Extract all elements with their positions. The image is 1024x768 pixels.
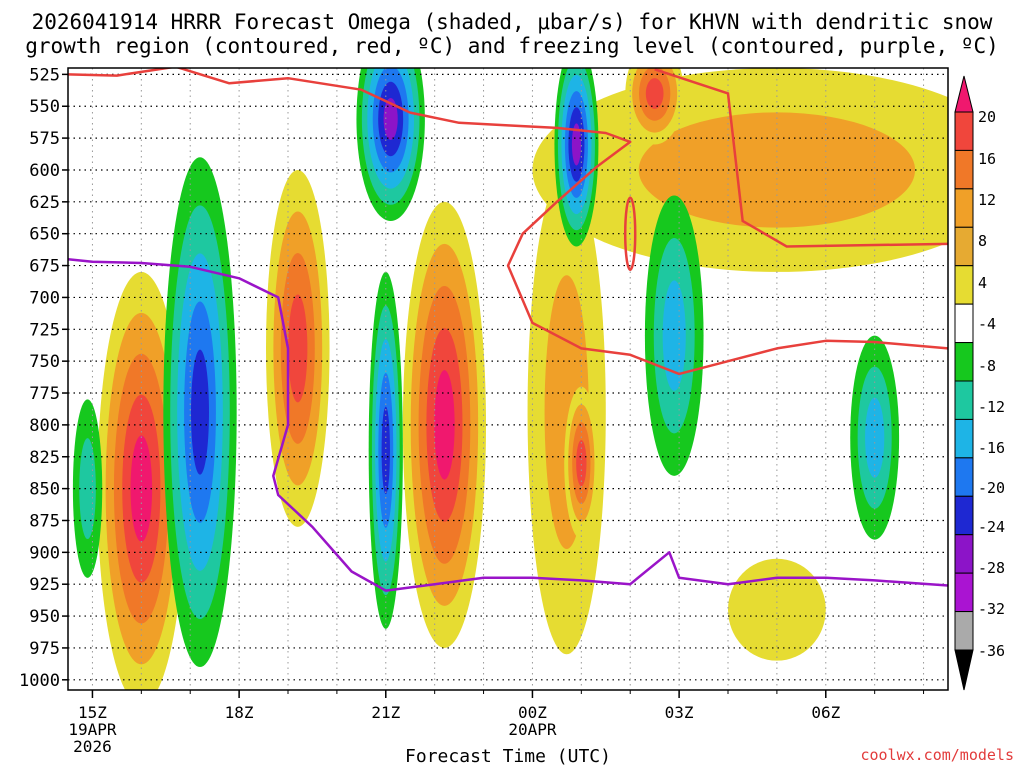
omega-shade-updraft-2230z-20 <box>434 370 455 480</box>
y-tick-label: 800 <box>29 416 60 436</box>
y-tick-label: 950 <box>29 607 60 627</box>
x-tick-label: 15Z <box>78 703 107 722</box>
omega-shade-downdraft-0230z--12 <box>662 280 686 391</box>
y-tick-label: 625 <box>29 193 60 213</box>
dgz-contour-loop <box>623 196 637 271</box>
x-tick-year: 2026 <box>73 737 112 756</box>
colorbar-box <box>954 303 974 344</box>
y-tick-label: 875 <box>29 511 60 531</box>
colorbar-box <box>954 611 974 651</box>
x-tick-label: 00Z <box>518 703 547 722</box>
y-tick-label: 600 <box>29 161 60 181</box>
colorbar-label: -4 <box>978 315 996 333</box>
x-axis-title: Forecast Time (UTC) <box>405 746 611 767</box>
colorbar-label: 8 <box>978 232 987 250</box>
y-tick-label: 1000 <box>19 671 60 691</box>
omega-shade-downdraft-2130z-top--24 <box>383 97 398 141</box>
chart-title-line2: growth region (contoured, red, ºC) and f… <box>25 34 999 58</box>
y-tick-label: 925 <box>29 575 60 595</box>
freezing-level-line <box>68 257 948 592</box>
colorbar-box <box>954 418 974 459</box>
omega-shading <box>72 68 948 690</box>
colorbar-label: -28 <box>978 559 1005 577</box>
omega-shade-updraft-15z-20 <box>130 435 153 542</box>
dgz-contour-upper-right <box>654 68 948 248</box>
y-tick-label: 650 <box>29 225 60 245</box>
y-tick-label: 700 <box>29 288 60 308</box>
x-tick-date: 20APR <box>508 720 557 739</box>
omega-shade-downdraft-0030z-top--24 <box>571 123 581 166</box>
omega-shade-updraft-19z-16 <box>288 294 308 403</box>
x-tick-date: 19APR <box>68 720 117 739</box>
colorbar-label: -32 <box>978 600 1005 618</box>
colorbar-label: -20 <box>978 479 1005 497</box>
colorbar-label: 20 <box>978 108 996 126</box>
y-tick-label: 575 <box>29 129 60 149</box>
colorbar-label: 4 <box>978 274 987 292</box>
omega-shade-updraft-02z-top-16 <box>645 78 664 109</box>
colorbar-label: -36 <box>978 642 1005 660</box>
colorbar-label: -16 <box>978 439 1005 457</box>
colorbar-box <box>954 342 974 382</box>
omega-shade-updraft-04z-low-4 <box>728 558 826 661</box>
chart-title-line1: 2026041914 HRRR Forecast Omega (shaded, … <box>31 10 993 34</box>
colorbar-label: -24 <box>978 518 1005 536</box>
plot-frame <box>67 67 949 691</box>
omega-shade-downdraft-1730z--20 <box>191 349 209 475</box>
x-tick-label: 21Z <box>371 703 400 722</box>
y-tick-label: 750 <box>29 352 60 372</box>
contour-lines <box>68 68 948 592</box>
y-tick-label: 725 <box>29 320 60 340</box>
colorbar-box <box>954 457 974 497</box>
omega-shade-downdraft-1430z--8 <box>79 438 96 540</box>
y-axis: 525 550 575 600 625 650 675 700 725 750 775 800 825 8… <box>19 65 68 691</box>
colorbar-bottom-arrow <box>954 649 974 691</box>
colorbar-box <box>954 380 974 420</box>
y-tick-label: 775 <box>29 384 60 404</box>
y-tick-label: 900 <box>29 543 60 563</box>
colorbar-top-arrow <box>954 75 974 113</box>
colorbar-label: 16 <box>978 150 996 168</box>
credit-link[interactable]: coolwx.com/models <box>860 746 1014 764</box>
omega-shade-downdraft-21z--20 <box>381 406 390 495</box>
colorbar-label: 12 <box>978 191 996 209</box>
y-tick-label: 525 <box>29 65 60 85</box>
y-tick-label: 825 <box>29 448 60 468</box>
colorbar-label: -12 <box>978 398 1005 416</box>
x-tick-label: 18Z <box>225 703 254 722</box>
x-tick-label: 03Z <box>665 703 694 722</box>
colorbar-box <box>954 534 974 574</box>
omega-shade-updraft-01z-16 <box>576 440 587 487</box>
y-tick-label: 675 <box>29 257 60 277</box>
colorbar-box <box>954 572 974 613</box>
colorbar-box <box>954 111 974 151</box>
colorbar: 20 16 12 8 4 -4 -8 -12 -16 -20 -24 -28 -32 -36 <box>954 75 1005 691</box>
y-tick-label: 550 <box>29 97 60 117</box>
colorbar-box <box>954 226 974 267</box>
colorbar-box <box>954 149 974 190</box>
colorbar-box <box>954 495 974 536</box>
colorbar-label: -8 <box>978 357 996 375</box>
omega-shade-updraft-upper-right-8 <box>638 112 916 228</box>
colorbar-box <box>954 265 974 305</box>
colorbar-box <box>954 188 974 228</box>
x-tick-label: 06Z <box>811 703 840 722</box>
dgz-contour-line <box>68 68 948 376</box>
y-tick-label: 850 <box>29 480 60 500</box>
y-tick-label: 975 <box>29 639 60 659</box>
